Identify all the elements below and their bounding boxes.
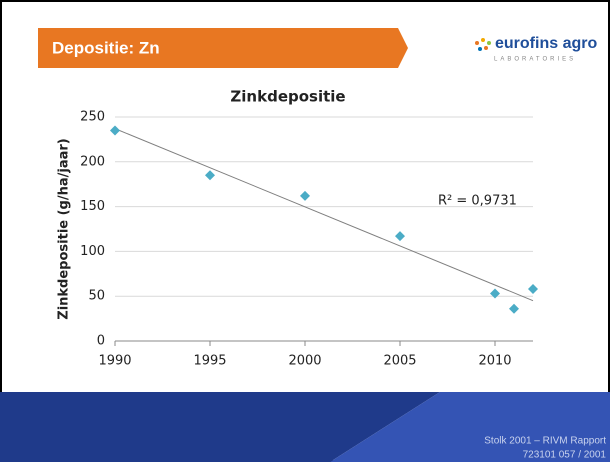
trendline xyxy=(114,128,534,302)
y-tick-label: 200 xyxy=(80,154,105,169)
x-tick-label: 2010 xyxy=(478,354,511,369)
footer-band xyxy=(0,392,440,462)
marker xyxy=(509,303,519,314)
slide-title: Depositie: Zn xyxy=(52,38,160,57)
marker xyxy=(300,190,310,201)
y-axis-label: Zinkdepositie (g/ha/jaar) xyxy=(57,138,72,319)
footer-band-light xyxy=(330,392,610,462)
marker xyxy=(490,288,500,299)
y-tick-label: 100 xyxy=(80,244,105,259)
y-tick-label: 150 xyxy=(80,199,105,214)
logo-icon xyxy=(475,38,491,51)
source-line: 723101 057 / 2001 xyxy=(523,450,607,461)
logo: eurofins agro xyxy=(495,35,597,52)
logo-sub: LABORATORIES xyxy=(494,57,576,63)
marker xyxy=(110,125,120,136)
marker xyxy=(395,231,405,242)
x-tick-label: 2000 xyxy=(288,354,321,369)
y-tick-label: 0 xyxy=(97,334,105,349)
annotation: R² = 0,9731 xyxy=(438,194,517,209)
x-tick-label: 1990 xyxy=(98,354,131,369)
header-bar xyxy=(38,28,408,68)
x-tick-label: 1995 xyxy=(193,354,226,369)
x-tick-label: 2005 xyxy=(383,354,416,369)
y-tick-label: 50 xyxy=(88,289,105,304)
source-line: Stolk 2001 – RIVM Rapport xyxy=(484,436,606,447)
marker xyxy=(205,170,215,181)
marker xyxy=(528,284,538,295)
chart-title: Zinkdepositie xyxy=(230,88,345,106)
y-tick-label: 250 xyxy=(80,110,105,125)
